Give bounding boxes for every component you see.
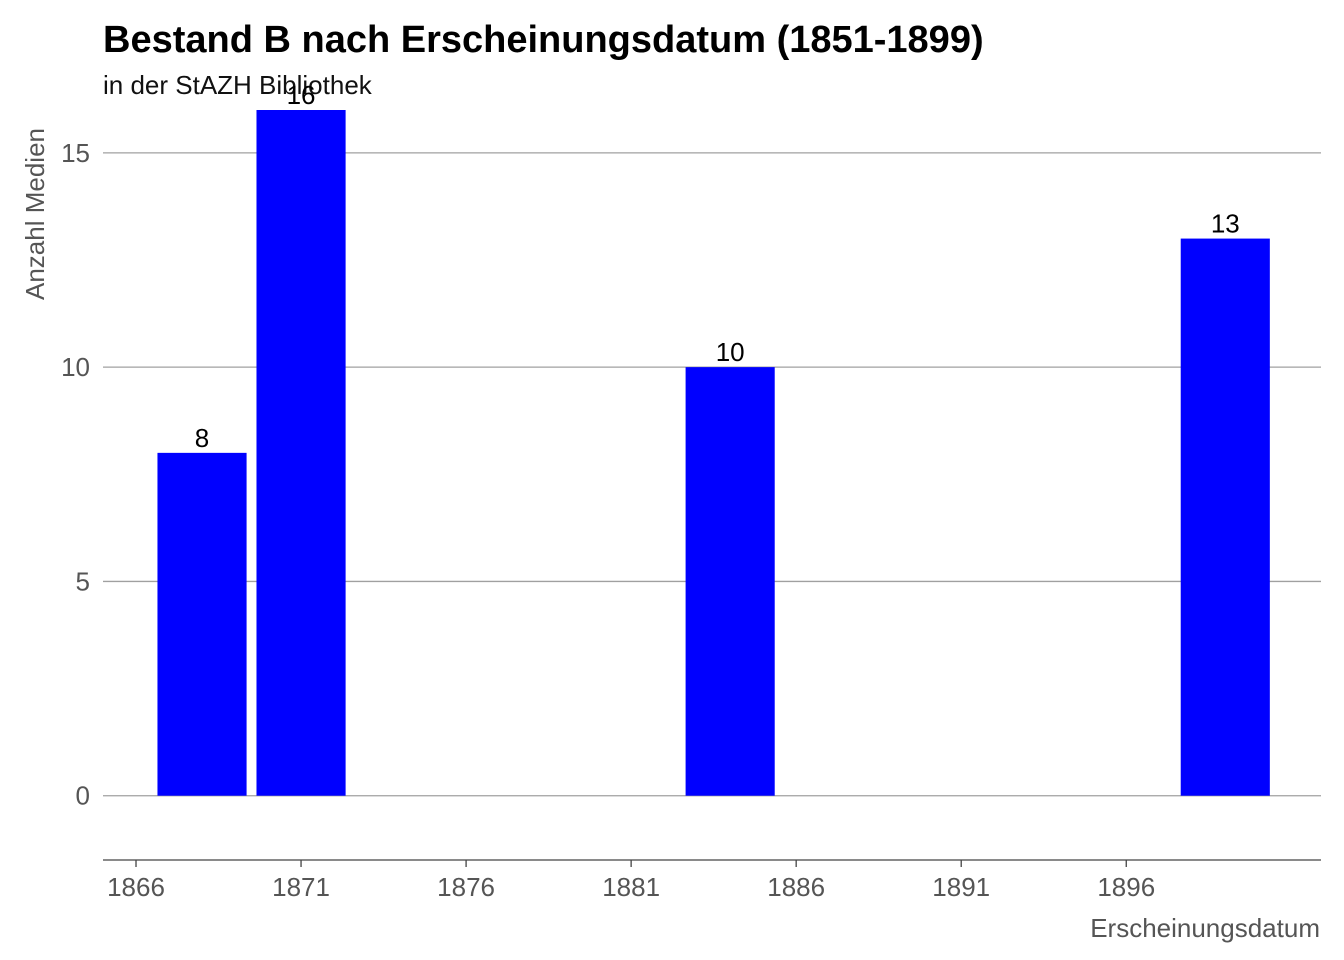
y-tick-label: 5: [76, 566, 90, 596]
x-axis-title: Erscheinungsdatum: [1090, 913, 1320, 943]
y-axis-ticks: 0 5 10 15: [61, 138, 90, 811]
bar: [256, 110, 346, 796]
bar-value-label: 10: [716, 337, 745, 367]
x-tick-label: 1891: [932, 872, 990, 902]
bar: [157, 452, 247, 796]
bar-value-label: 16: [287, 80, 316, 110]
y-tick-label: 0: [76, 781, 90, 811]
chart-subtitle: in der StAZH Bibliothek: [103, 70, 373, 100]
bar: [685, 367, 775, 796]
bar: [1180, 238, 1270, 796]
bar-value-label: 13: [1211, 209, 1240, 239]
y-axis-title: Anzahl Medien: [20, 128, 50, 300]
chart-title: Bestand B nach Erscheinungsdatum (1851-1…: [103, 19, 984, 61]
x-axis-ticks: 1866 1871 1876 1881 1886 1891 1896: [107, 860, 1155, 902]
x-tick-label: 1886: [767, 872, 825, 902]
x-tick-label: 1876: [437, 872, 495, 902]
x-tick-label: 1866: [107, 872, 165, 902]
bar-value-label: 8: [195, 423, 209, 453]
x-tick-label: 1881: [602, 872, 660, 902]
y-tick-label: 15: [61, 138, 90, 168]
x-tick-label: 1896: [1097, 872, 1155, 902]
y-tick-label: 10: [61, 352, 90, 382]
data-labels: 8 16 10 13: [195, 80, 1240, 453]
x-tick-label: 1871: [272, 872, 330, 902]
bars: [157, 110, 1270, 796]
